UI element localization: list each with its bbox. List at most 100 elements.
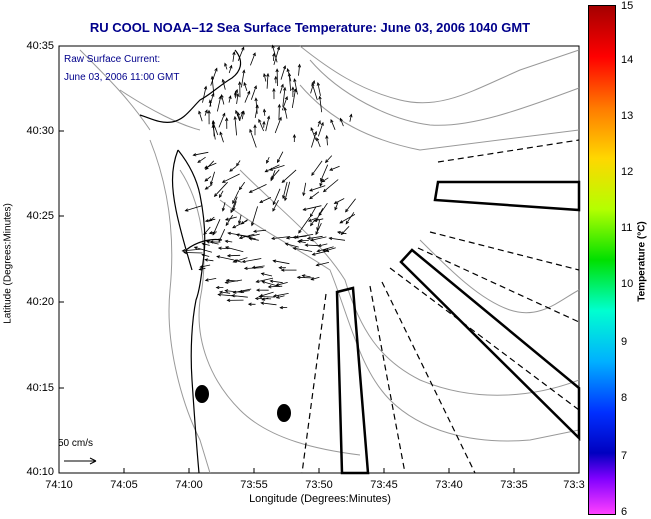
current-vector-head xyxy=(219,131,223,136)
current-vector-head xyxy=(212,231,216,236)
current-vector-head xyxy=(241,259,246,264)
current-vector-head xyxy=(337,230,341,235)
current-vector xyxy=(218,294,237,297)
current-vector-head xyxy=(213,193,218,197)
current-vector xyxy=(241,111,245,120)
current-vector xyxy=(329,237,346,241)
current-vector-head xyxy=(238,220,242,225)
current-vector-head xyxy=(272,52,276,57)
current-vector xyxy=(294,78,298,95)
current-vector-head xyxy=(261,297,266,301)
current-vector xyxy=(330,119,336,130)
current-vector xyxy=(269,165,285,171)
current-vector-head xyxy=(258,118,262,123)
current-vector xyxy=(212,121,219,136)
current-vector xyxy=(284,107,288,119)
current-vector xyxy=(206,241,219,245)
current-vector-head xyxy=(315,231,319,236)
current-vector xyxy=(214,181,228,197)
current-vector-head xyxy=(266,115,271,120)
map-title: RU COOL NOAA–12 Sea Surface Temperature:… xyxy=(89,20,531,35)
current-vector-head xyxy=(230,209,234,214)
current-vector xyxy=(316,262,329,266)
current-vector xyxy=(337,231,347,235)
current-vector xyxy=(286,236,296,239)
current-vector xyxy=(234,116,237,136)
current-vector-head xyxy=(203,231,207,236)
current-vector xyxy=(237,47,245,62)
current-vector xyxy=(225,216,237,221)
current-vector xyxy=(224,63,228,70)
radar-beam-outlines xyxy=(335,180,581,475)
current-vector xyxy=(254,105,258,118)
current-vector-head xyxy=(211,124,215,129)
current-vector xyxy=(322,249,330,253)
current-vector-head xyxy=(233,259,238,263)
current-vector-head xyxy=(315,263,320,267)
current-vector-head xyxy=(317,120,321,125)
current-vector xyxy=(259,197,272,203)
current-vector xyxy=(316,137,321,148)
current-vector-head xyxy=(227,231,232,236)
current-vector xyxy=(298,216,311,234)
current-vector-head xyxy=(237,111,241,116)
current-vector-head xyxy=(255,279,260,283)
colorbar-tick: 12 xyxy=(621,166,634,178)
current-vector xyxy=(202,243,210,246)
current-vector xyxy=(258,119,264,132)
current-vector xyxy=(227,254,241,257)
current-vector-head xyxy=(302,207,307,211)
current-vector-head xyxy=(232,290,237,294)
current-vector-head xyxy=(277,103,281,108)
current-vector xyxy=(249,238,259,241)
current-vector xyxy=(244,91,250,103)
current-vector-head xyxy=(235,109,239,114)
current-vector xyxy=(236,93,239,104)
current-vector xyxy=(205,259,214,262)
current-vector xyxy=(276,295,285,299)
current-vector-head xyxy=(270,177,274,182)
current-vector xyxy=(241,70,245,88)
current-vector-head xyxy=(276,159,281,164)
current-vector xyxy=(268,285,283,288)
current-vector-head xyxy=(224,62,228,67)
current-vector-head xyxy=(252,229,257,233)
current-vector xyxy=(303,205,322,211)
current-vector-head xyxy=(204,219,209,223)
current-vector-head xyxy=(306,236,311,240)
current-vector xyxy=(221,94,225,105)
current-vector xyxy=(249,129,257,148)
current-vector-head xyxy=(233,91,238,95)
current-vector-head xyxy=(309,213,314,218)
current-vector xyxy=(349,114,352,122)
current-vector-head xyxy=(345,220,350,225)
current-vector xyxy=(311,131,317,148)
current-vector xyxy=(316,220,320,231)
current-vector xyxy=(265,116,270,132)
current-vector xyxy=(232,51,235,62)
current-vector xyxy=(339,214,356,224)
plot-frame xyxy=(58,45,580,474)
current-vector-head xyxy=(345,208,349,213)
current-vector-head xyxy=(204,278,209,282)
current-vector xyxy=(284,181,291,201)
current-vector-head xyxy=(260,301,265,305)
ytick-label: 40:15 xyxy=(26,382,54,394)
current-vector xyxy=(205,278,217,281)
current-vector xyxy=(241,219,248,225)
ytick-label: 40:10 xyxy=(26,466,54,478)
current-vector-head xyxy=(232,200,236,205)
current-vector-head xyxy=(328,236,333,241)
colorbar-tick: 7 xyxy=(621,450,628,462)
current-vector-head xyxy=(198,267,203,271)
current-vector-head xyxy=(234,88,238,93)
ytick-label: 40:20 xyxy=(26,296,54,308)
current-vector xyxy=(293,235,307,238)
current-vector-head xyxy=(316,137,320,142)
ytick-label: 40:35 xyxy=(26,40,54,52)
current-vector xyxy=(277,151,284,163)
current-vector xyxy=(262,297,269,301)
current-vector xyxy=(288,73,292,92)
current-vector xyxy=(194,246,213,253)
current-vector-head xyxy=(252,52,256,57)
